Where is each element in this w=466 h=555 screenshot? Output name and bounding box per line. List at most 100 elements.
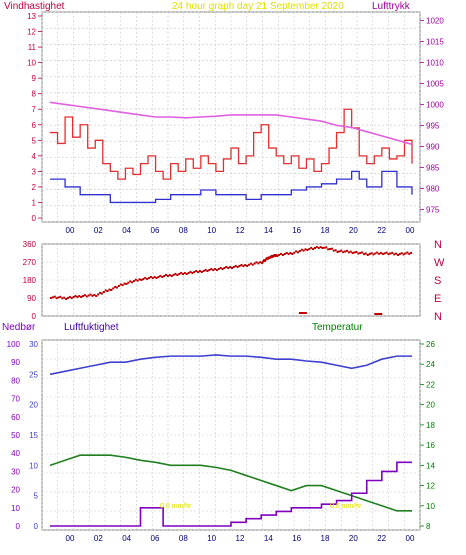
direction-point [306, 249, 309, 251]
rain-y-tick: 50 [11, 431, 20, 440]
temp-y-tick: 16 [426, 441, 435, 450]
direction-point [271, 256, 274, 259]
pressure-y-tick: 1020 [426, 16, 444, 25]
direction-point [78, 295, 81, 298]
temp-y-tick: 18 [426, 421, 435, 430]
direction-point [406, 251, 409, 254]
wind-y-tick: 9 [32, 74, 37, 83]
direction-point [215, 269, 218, 271]
pressure-y-tick: 975 [426, 205, 440, 214]
rain-series [50, 461, 412, 527]
humidity-y-tick: 5 [34, 492, 39, 501]
direction-point [362, 253, 365, 256]
temp-y-tick: 8 [426, 522, 431, 531]
direction-point [59, 295, 62, 298]
direction-point [87, 294, 90, 297]
direction-point [383, 252, 386, 255]
direction-point [157, 275, 160, 278]
direction-point [174, 272, 177, 275]
direction-point [68, 295, 71, 298]
x-tick: 20 [349, 226, 358, 235]
rain-rate-annotation: 0.0 mm/hr [160, 503, 192, 510]
humidity-y-tick: 15 [29, 431, 38, 440]
x-tick: 10 [207, 534, 216, 543]
humidity-y-tick: 30 [29, 340, 38, 349]
chart-title: 24 hour graph day 21 September 2020 [172, 1, 344, 12]
direction-point [353, 251, 356, 254]
direction-point [315, 245, 318, 248]
direction-point [172, 273, 175, 276]
humidity-y-tick: 0 [34, 522, 39, 531]
direction-point [346, 249, 349, 252]
humidity-label: Luftfuktighet [64, 322, 119, 333]
direction-point [378, 252, 381, 255]
temp-y-tick: 24 [426, 360, 435, 369]
direction-point [278, 253, 281, 256]
compass-tick: W [434, 257, 445, 269]
rain-y-tick: 20 [11, 486, 20, 495]
direction-point [206, 270, 209, 273]
direction-point [102, 291, 105, 293]
direction-point [270, 254, 273, 257]
rain-y-tick: 100 [7, 340, 21, 349]
direction-point [227, 267, 230, 270]
direction-point [132, 280, 135, 282]
rain-y-tick: 80 [11, 376, 20, 385]
temp-y-tick: 22 [426, 380, 435, 389]
direction-point [389, 252, 392, 255]
x-tick: 02 [94, 534, 103, 543]
pressure-y-tick: 985 [426, 163, 440, 172]
x-tick: 02 [94, 226, 103, 235]
direction-point [100, 292, 103, 295]
direction-point [242, 265, 245, 268]
x-tick: 10 [207, 226, 216, 235]
direction-point [327, 248, 330, 251]
direction-point [313, 247, 316, 249]
direction-point [66, 296, 69, 299]
direction-point [366, 254, 369, 256]
direction-point [340, 249, 343, 252]
compass-tick: N [434, 239, 442, 251]
direction-point [136, 279, 139, 282]
direction-point [219, 266, 222, 269]
rain-rate-annotation: 0.0 mm/hr [330, 503, 362, 510]
gust_base-series [50, 170, 413, 204]
wind-y-tick: 1 [32, 198, 37, 207]
direction-point [398, 253, 401, 256]
wind-pressure-panel: 0123456789101112139759809859909951000100… [27, 11, 444, 235]
x-tick: 04 [122, 226, 131, 235]
direction-point [374, 313, 383, 315]
direction-point [300, 248, 303, 251]
x-tick: 04 [122, 534, 131, 543]
direction-point [330, 247, 333, 250]
direction-point [232, 265, 235, 268]
direction-point [269, 255, 272, 258]
direction-y-tick: 270 [23, 258, 37, 267]
direction-point [376, 251, 379, 254]
direction-point [229, 266, 232, 269]
direction-point [332, 249, 335, 252]
direction-point [200, 271, 203, 273]
direction-point [119, 283, 122, 286]
x-tick: 22 [377, 226, 386, 235]
direction-point [166, 275, 169, 278]
direction-point [342, 251, 345, 254]
direction-point [63, 296, 66, 299]
temp-y-tick: 10 [426, 502, 435, 511]
direction-point [140, 279, 143, 281]
direction-point [359, 252, 362, 254]
direction-point [381, 253, 384, 255]
direction-point [404, 252, 407, 255]
direction-point [181, 273, 184, 276]
direction-point [170, 275, 173, 277]
temp-y-tick: 20 [426, 401, 435, 410]
direction-point [127, 281, 130, 284]
direction-point [183, 272, 186, 275]
direction-point [212, 269, 215, 272]
direction-point [61, 297, 64, 300]
direction-point [351, 252, 354, 254]
direction-point [95, 295, 98, 297]
direction-point [355, 250, 358, 253]
direction-point [247, 263, 250, 266]
x-tick: 00 [406, 534, 415, 543]
